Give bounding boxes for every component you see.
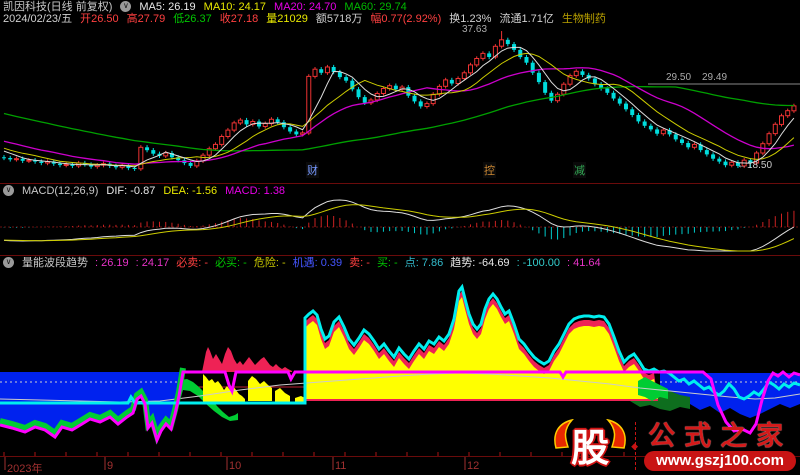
logo-site-name: 公式之家 bbox=[648, 420, 793, 451]
macd-values: DIF: -0.87 DEA: -1.56 MACD: 1.38 bbox=[106, 185, 285, 197]
text-segment: 高27.79 bbox=[126, 13, 166, 25]
text-segment: DIF: -0.87 bbox=[106, 185, 156, 197]
text-segment: 机遇: 0.39 bbox=[292, 257, 343, 269]
text-segment: : 41.64 bbox=[566, 257, 601, 269]
text-segment: 量21029 bbox=[266, 13, 308, 25]
text-segment: MACD: 1.38 bbox=[225, 185, 286, 197]
axis-label: 10 bbox=[229, 460, 242, 472]
bull-horn-right-icon bbox=[606, 419, 626, 449]
text-segment: 必卖: - bbox=[176, 257, 209, 269]
price-label: 37.63 bbox=[462, 24, 488, 35]
text-segment: 量能波段趋势 bbox=[22, 257, 88, 269]
text-segment: 开26.50 bbox=[80, 13, 119, 25]
macd-title: MACD(12,26,9) bbox=[22, 185, 99, 197]
text-segment: : -100.00 bbox=[516, 257, 560, 269]
logo-gu-char: 股 bbox=[571, 428, 610, 470]
text-segment: 买: - bbox=[376, 257, 398, 269]
text-segment: MA60: 29.74 bbox=[344, 1, 407, 13]
band-header: ∨ 量能波段趋势 : 26.19 : 24.17 必卖: - 必买: - 危险: - 机遇:… bbox=[3, 257, 601, 269]
axis-label: 2023年 bbox=[7, 463, 43, 475]
logo-text-block: 公式之家 www.gszj100.com bbox=[644, 422, 796, 471]
macd-header: ∨ MACD(12,26,9) DIF: -0.87 DEA: -1.56 MACD… bbox=[3, 185, 285, 197]
price-label: 29.50 bbox=[666, 72, 692, 83]
collapse-macd-icon[interactable]: ∨ bbox=[3, 185, 14, 196]
logo-divider: ◆ bbox=[631, 422, 638, 470]
gszj-logo[interactable]: 股 ◆ 公式之家 www.gszj100.com bbox=[552, 419, 796, 473]
collapse-band-icon[interactable]: ∨ bbox=[3, 257, 14, 268]
watermark-char: 财 bbox=[306, 162, 319, 178]
text-segment: MA20: 24.70 bbox=[274, 1, 337, 13]
text-segment: 危险: - bbox=[253, 257, 286, 269]
text-segment: 收27.18 bbox=[219, 13, 259, 25]
collapse-main-icon[interactable]: ∨ bbox=[120, 1, 132, 12]
bull-horn-left-icon bbox=[554, 419, 575, 449]
text-segment: 换1.23% bbox=[449, 13, 492, 25]
axis-label: 9 bbox=[107, 460, 114, 472]
main-chart-panel[interactable] bbox=[0, 26, 800, 183]
ma-labels: MA5: 26.19 MA10: 24.17 MA20: 24.70 MA60: 29… bbox=[139, 1, 406, 13]
logo-site-url[interactable]: www.gszj100.com bbox=[644, 450, 796, 471]
watermark-char: 减 bbox=[573, 162, 586, 178]
text-segment: 幅0.77(2.92%) bbox=[370, 13, 442, 25]
text-segment: 卖: - bbox=[349, 257, 370, 269]
text-segment: : 26.19 bbox=[95, 257, 129, 269]
bull-logo: 股 bbox=[552, 419, 628, 473]
text-segment: MA10: 24.17 bbox=[203, 1, 267, 13]
text-segment: 必买: - bbox=[215, 257, 247, 269]
text-segment: : 24.17 bbox=[135, 257, 170, 269]
text-segment: MA5: 26.19 bbox=[139, 1, 196, 13]
quote-info-row: 2024/02/23/五 开26.50 高27.79 低26.37 收27.18 量210… bbox=[3, 13, 606, 25]
text-segment: 低26.37 bbox=[173, 13, 212, 25]
axis-label: 11 bbox=[335, 460, 347, 472]
price-label: 29.49 bbox=[702, 72, 728, 83]
axis-label: 12 bbox=[467, 460, 480, 472]
text-segment: 趋势: -64.69 bbox=[450, 257, 510, 269]
band-values: 量能波段趋势 : 26.19 : 24.17 必卖: - 必买: - 危险: - 机遇: 0… bbox=[22, 257, 601, 269]
title-bar: 凯因科技(日线 前复权) ∨ MA5: 26.19 MA10: 24.17 MA20… bbox=[3, 1, 407, 13]
text-segment: 生物制药 bbox=[561, 13, 606, 25]
text-segment: DEA: -1.56 bbox=[163, 185, 218, 197]
text-segment: 点: 7.86 bbox=[404, 257, 444, 269]
text-segment: 2024/02/23/五 bbox=[3, 13, 73, 25]
watermark-char: 控 bbox=[483, 162, 496, 178]
price-label: ←18.50 bbox=[737, 160, 773, 171]
text-segment: 流通1.71亿 bbox=[499, 13, 554, 25]
stock-title: 凯因科技(日线 前复权) bbox=[3, 1, 113, 13]
diamond-icon: ◆ bbox=[631, 441, 639, 451]
text-segment: 额5718万 bbox=[315, 13, 363, 25]
